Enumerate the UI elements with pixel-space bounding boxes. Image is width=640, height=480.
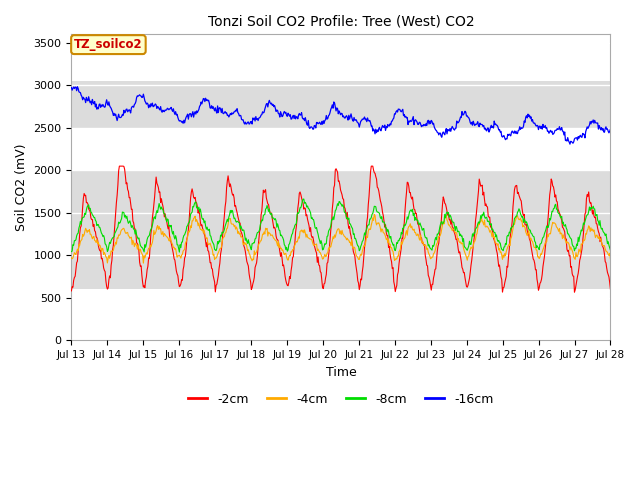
Legend: -2cm, -4cm, -8cm, -16cm: -2cm, -4cm, -8cm, -16cm (183, 388, 499, 411)
X-axis label: Time: Time (326, 366, 356, 379)
Bar (72, 170, 611, 289)
Text: TZ_soilco2: TZ_soilco2 (74, 38, 143, 51)
Bar (72, 81, 611, 128)
Title: Tonzi Soil CO2 Profile: Tree (West) CO2: Tonzi Soil CO2 Profile: Tree (West) CO2 (207, 15, 474, 29)
Y-axis label: Soil CO2 (mV): Soil CO2 (mV) (15, 144, 28, 231)
